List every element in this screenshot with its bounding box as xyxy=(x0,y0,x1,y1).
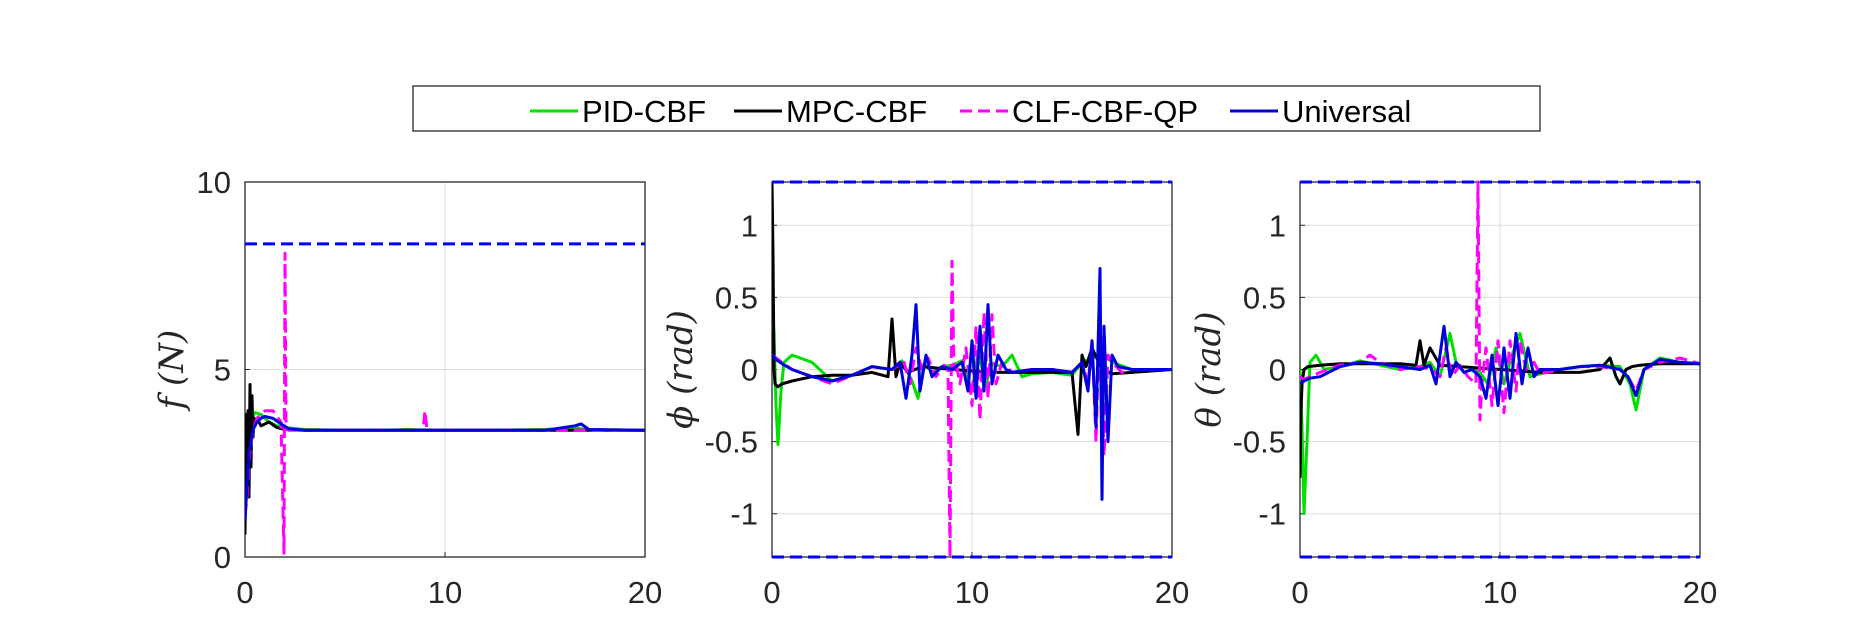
legend-entry-pid: PID-CBF xyxy=(530,94,706,129)
y-tick-label: 0 xyxy=(214,540,231,575)
legend-entry-universal: Universal xyxy=(1230,94,1411,129)
series-line-universal xyxy=(1300,324,1700,408)
x-tick-label: 0 xyxy=(763,575,780,610)
series-line-pid xyxy=(772,304,1172,446)
plot-area xyxy=(245,242,645,555)
y-tick-label: 10 xyxy=(197,165,231,200)
y-tick-label: -1 xyxy=(730,497,758,532)
y-tick-label: -1 xyxy=(1258,497,1286,532)
x-tick-label: 10 xyxy=(955,575,989,610)
y-tick-label: 1 xyxy=(1269,208,1286,243)
legend-label-pid: PID-CBF xyxy=(582,94,706,129)
y-tick-label: 0.5 xyxy=(1243,280,1286,315)
y-tick-label: 0 xyxy=(1269,353,1286,388)
legend-label-universal: Universal xyxy=(1282,94,1411,129)
series-line-universal xyxy=(245,414,645,520)
y-axis-label: f (N) xyxy=(152,330,192,413)
legend-entry-clf: CLF-CBF-QP xyxy=(960,94,1198,129)
x-tick-label: 10 xyxy=(428,575,462,610)
legend-label-clf: CLF-CBF-QP xyxy=(1012,94,1198,129)
x-tick-label: 20 xyxy=(628,575,662,610)
legend-entry-mpc: MPC-CBF xyxy=(734,94,927,129)
plot-area xyxy=(772,180,1172,559)
y-tick-label: 0 xyxy=(741,353,758,388)
x-tick-label: 0 xyxy=(236,575,253,610)
series-line-clf xyxy=(1300,180,1700,422)
y-axis-label: θ (rad) xyxy=(1189,311,1229,427)
legend-box xyxy=(412,85,1541,132)
y-tick-label: -0.5 xyxy=(1233,425,1286,460)
y-tick-label: 0.5 xyxy=(715,280,758,315)
y-tick-label: 5 xyxy=(214,353,231,388)
y-tick-label: -0.5 xyxy=(705,425,758,460)
legend-label-mpc: MPC-CBF xyxy=(786,94,927,129)
x-tick-label: 20 xyxy=(1683,575,1717,610)
subplot-thrust: 0 10 20 0 5 10 f (N) xyxy=(152,165,662,610)
x-tick-label: 10 xyxy=(1483,575,1517,610)
y-tick-label: 1 xyxy=(741,208,758,243)
plot-area xyxy=(1300,180,1700,559)
x-tick-label: 20 xyxy=(1155,575,1189,610)
subplot-roll: 0 10 20 -1 -0.5 0 0.5 1 ϕ (rad) xyxy=(661,180,1189,610)
x-tick-label: 0 xyxy=(1291,575,1308,610)
legend: PID-CBF MPC-CBF CLF-CBF-QP Universal xyxy=(412,85,1541,132)
series-line-universal xyxy=(772,267,1172,501)
subplot-pitch: 0 10 20 -1 -0.5 0 0.5 1 θ (rad) xyxy=(1189,180,1717,610)
y-axis-label: ϕ (rad) xyxy=(661,310,701,429)
